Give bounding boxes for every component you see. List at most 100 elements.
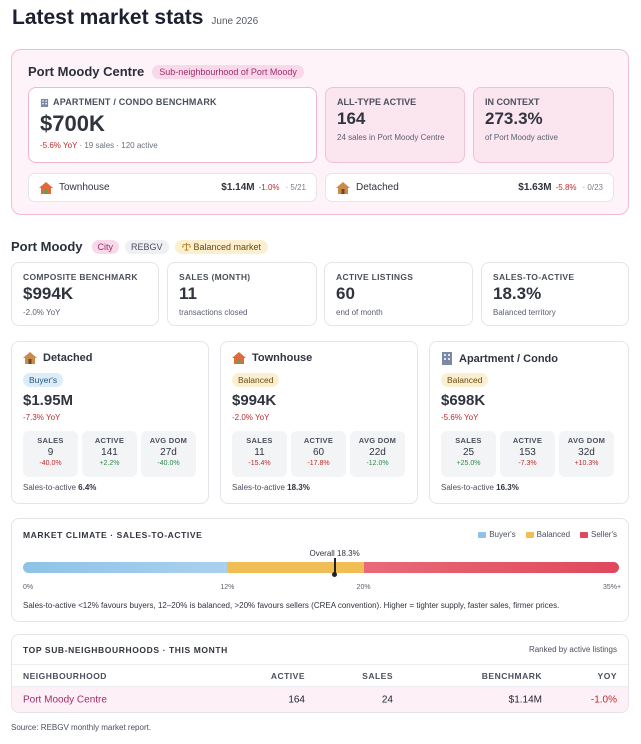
townhouse-yoy: -1.0% [258,183,280,192]
sales-to-active-footer: Sales-to-active 16.3% [441,483,519,492]
tick-label: 12% [220,584,235,591]
sales-to-active-footer: Sales-to-active 6.4% [23,483,96,492]
sta-label: Sales-to-active [232,483,285,492]
city-header: Port Moody City REBGV Balanced market [11,239,269,254]
stat-sales: SALES 25 +25.0% [441,431,496,477]
stat-value: 32d [578,447,595,458]
cell-sales: 24 [381,694,393,706]
column-header[interactable]: BENCHMARK [481,670,542,681]
report-date: June 2026 [211,16,259,27]
benchmark-label: APARTMENT / CONDO BENCHMARK [53,97,217,107]
detached-row: Detached $1.63M -5.8% · 0/23 [325,173,614,202]
detached-yoy: -5.8% [555,183,577,192]
sub-neighbourhood-name: Port Moody Centre [28,64,145,79]
neighbourhood-link[interactable]: Port Moody Centre [23,694,107,706]
stat-label: AVG DOM [567,436,606,445]
all-type-active-sub: 24 sales in Port Moody Centre [337,133,445,142]
legend-sellers: Seller's [580,530,617,539]
market-pill: Balanced market [174,239,269,254]
stat-value: 22d [369,447,386,458]
property-yoy: -2.0% YoY [232,413,270,422]
table-title: TOP SUB-NEIGHBOURHOODS · THIS MONTH [23,645,228,655]
column-header[interactable]: YOY [597,670,617,681]
table-header: NEIGHBOURHOOD ACTIVE SALES BENCHMARK YOY [12,664,628,687]
in-context-card: IN CONTEXT 273.3% of Port Moody active [473,87,614,163]
market-pill-label: Balanced market [193,241,262,252]
kpi-label: ACTIVE LISTINGS [336,272,414,282]
column-header[interactable]: NEIGHBOURHOOD [23,670,107,681]
tick-label: 20% [356,584,371,591]
benchmark-yoy: -5.6% YoY [40,141,78,150]
benchmark-value: $700K [40,111,105,136]
legend-swatch [525,531,534,538]
house-icon [39,181,53,194]
table-rank-note: Ranked by active listings [528,645,617,654]
cell-yoy: -1.0% [590,694,617,706]
source-note: Source: REBGV monthly market report. [11,723,152,732]
stat-label: SALES [455,436,482,445]
stat-value: 11 [254,447,265,458]
stat-sales: SALES 11 -15.4% [232,431,287,477]
townhouse-row: Townhouse $1.14M -1.0% · 5/21 [28,173,317,202]
stat-label: AVG DOM [149,436,188,445]
townhouse-sales: · 5/21 [285,183,306,192]
detached-value: $1.63M [518,182,552,193]
kpi-sub: -2.0% YoY [23,308,61,317]
property-type-name: Detached [43,352,93,364]
sta-label: Sales-to-active [23,483,76,492]
stat-change: -7.3% [518,460,537,467]
kpi-value: 18.3% [493,284,542,303]
property-yoy: -7.3% YoY [23,413,61,422]
stat-avg-dom: AVG DOM 22d -12.0% [350,431,405,477]
kpi-sales-to-active: SALES-TO-ACTIVE 18.3% Balanced territory [481,262,629,326]
kpi-active-listings: ACTIVE LISTINGS 60 end of month [324,262,473,326]
kpi-label: SALES-TO-ACTIVE [493,272,575,282]
stat-active: ACTIVE 60 -17.8% [291,431,346,477]
legend-swatch [580,531,589,538]
legend-swatch [478,531,487,538]
detached-label: Detached [356,182,399,193]
sta-label: Sales-to-active [441,483,494,492]
stat-value: 27d [160,447,177,458]
in-context-value: 273.3% [485,109,543,128]
sub-neighbourhood-header: Port Moody Centre Sub-neighbourhood of P… [28,64,304,79]
townhouse-value: $1.14M [221,182,255,193]
stat-value: 141 [101,447,118,458]
board-pill: REBGV [125,239,169,254]
property-benchmark: $1.95M [23,392,74,409]
sub-neighbourhood-panel: Port Moody Centre Sub-neighbourhood of P… [11,49,629,215]
stat-value: 153 [519,447,536,458]
scale-icon [181,242,191,251]
stat-label: AVG DOM [358,436,397,445]
property-stats: SALES 9 -40.0% ACTIVE 141 +2.2% AVG DOM 27d -4… [23,431,196,477]
all-type-active-label: ALL-TYPE ACTIVE [337,97,417,107]
table-row[interactable]: Port Moody Centre 164 24 $1.14M -1.0% [12,687,628,712]
climate-title: MARKET CLIMATE · SALES-TO-ACTIVE [23,530,203,540]
market-status-badge: Balanced [441,373,489,387]
stat-change: -15.4% [248,460,271,467]
stat-sales: SALES 9 -40.0% [23,431,78,477]
property-card-detached: Detached Buyer's $1.95M -7.3% YoY SALES 9… [11,341,209,504]
kpi-value: $994K [23,284,74,303]
legend-label: Buyer's [489,530,516,539]
stat-change: -17.8% [307,460,330,467]
kpi-label: COMPOSITE BENCHMARK [23,272,138,282]
building-icon [40,98,49,107]
property-card-apartment: Apartment / Condo Balanced $698K -5.6% Y… [429,341,629,504]
stat-avg-dom: AVG DOM 32d +10.3% [559,431,614,477]
climate-note: Sales-to-active <12% favours buyers, 12–… [23,601,560,610]
property-benchmark: $698K [441,392,486,409]
property-card-townhouse: Townhouse Balanced $994K -2.0% YoY SALES… [220,341,418,504]
legend-label: Balanced [536,530,571,539]
climate-bar [23,562,619,573]
sta-value: 6.4% [78,483,97,492]
property-stats: SALES 11 -15.4% ACTIVE 60 -17.8% AVG DOM 22d -… [232,431,405,477]
all-type-active-value: 164 [337,109,366,128]
stat-label: ACTIVE [94,436,125,445]
column-header[interactable]: ACTIVE [270,670,305,681]
house-icon [23,352,37,364]
legend-label: Seller's [591,530,617,539]
sales-to-active-footer: Sales-to-active 18.3% [232,483,310,492]
kpi-sales-month: SALES (MONTH) 11 transactions closed [167,262,317,326]
column-header[interactable]: SALES [362,670,393,681]
